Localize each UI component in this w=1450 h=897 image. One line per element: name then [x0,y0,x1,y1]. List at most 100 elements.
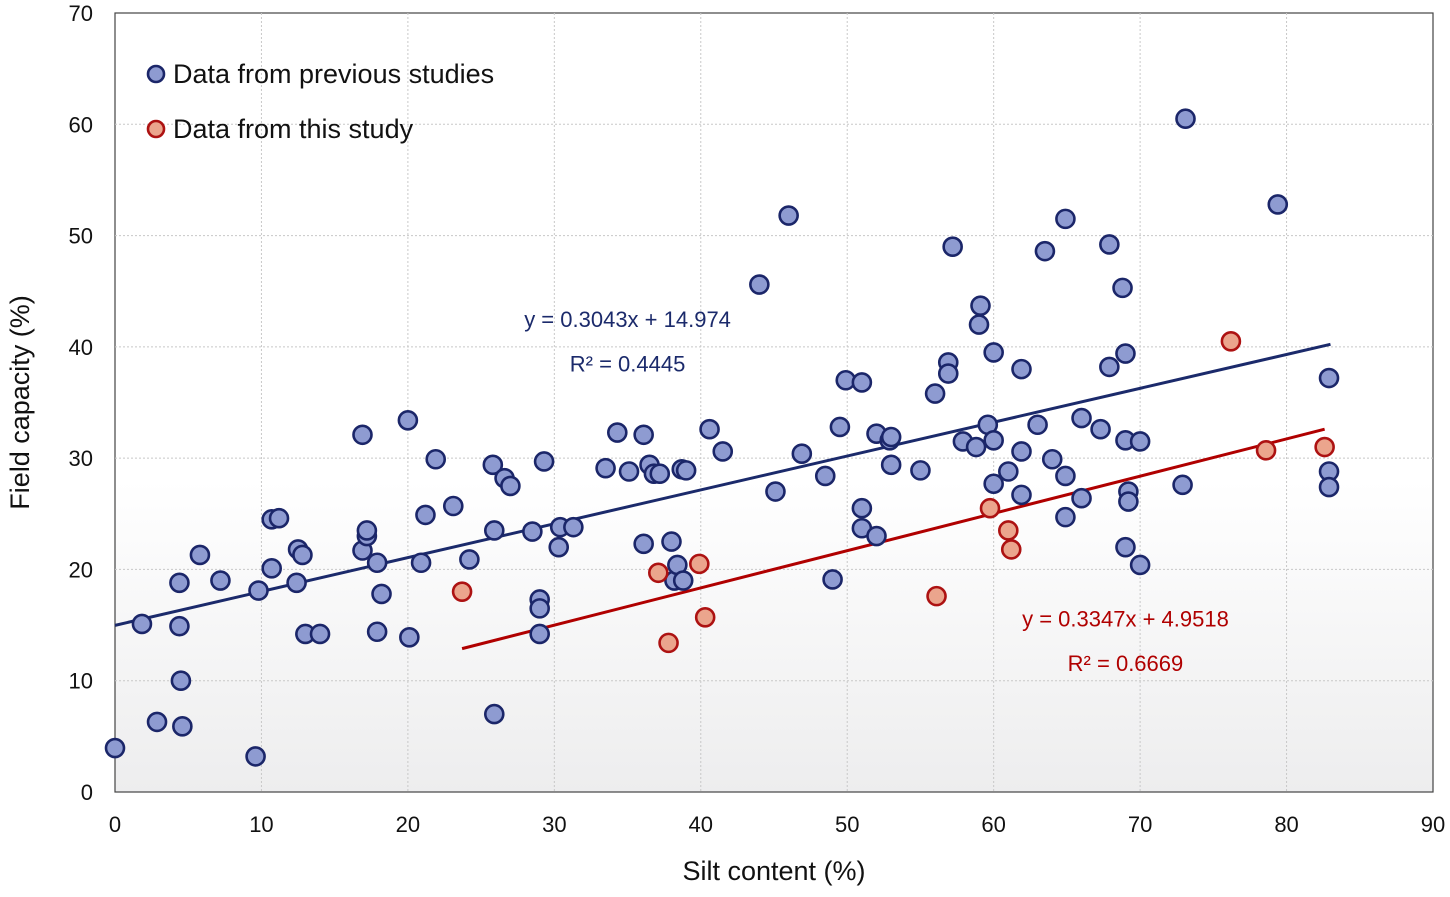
x-tick-label: 80 [1274,812,1298,837]
data-point-previous-studies [483,520,505,541]
data-point-previous-studies [661,531,682,552]
x-tick-label: 70 [1128,812,1152,837]
data-point-previous-studies [172,716,193,737]
data-point-previous-studies [1027,414,1048,436]
x-tick-label: 60 [981,812,1005,837]
data-point-previous-studies [712,441,734,462]
data-point-previous-studies [937,363,959,384]
data-point-previous-studies [292,544,313,566]
data-point-previous-studies [1172,474,1193,496]
data-point-previous-studies [880,426,902,448]
data-point-previous-studies [352,424,373,446]
data-point-previous-studies [366,552,388,574]
data-point-previous-studies [970,295,991,316]
r-squared-label: R² = 0.6669 [1068,651,1184,676]
data-point-this-study [451,581,473,602]
data-point-previous-studies [1118,491,1139,512]
data-point-previous-studies [522,521,543,542]
x-tick-label: 40 [689,812,713,837]
data-point-previous-studies [1041,448,1063,470]
data-point-previous-studies [983,430,1004,451]
data-point-this-study [1000,539,1022,560]
data-point-previous-studies [1055,208,1076,230]
y-axis-label: Field capacity (%) [5,295,35,510]
y-tick-label: 60 [69,112,93,137]
data-point-previous-studies [998,461,1019,482]
data-point-previous-studies [633,533,654,555]
data-point-this-study [979,497,1001,519]
data-point-previous-studies [968,314,990,335]
data-point-this-study [1220,330,1242,352]
data-point-previous-studies [699,418,720,440]
legend-entry: Data from previous studies [173,59,494,89]
data-point-previous-studies [482,454,504,476]
data-point-previous-studies [189,544,211,566]
data-point-previous-studies [814,465,836,487]
data-point-this-study [658,632,679,654]
data-point-previous-studies [533,451,555,472]
data-point-previous-studies [1011,484,1032,506]
data-point-previous-studies [170,670,192,692]
data-point-previous-studies [397,410,419,431]
data-point-previous-studies [169,572,190,594]
data-point-previous-studies [548,536,570,558]
data-point-previous-studies [965,436,987,458]
data-point-previous-studies [500,475,521,497]
data-point-previous-studies [261,558,282,579]
data-point-previous-studies [1090,418,1111,440]
data-point-previous-studies [822,569,843,590]
data-point-previous-studies [410,552,432,574]
y-tick-label: 30 [69,446,93,471]
data-point-this-study [694,606,716,628]
trendline-this-study [461,427,1326,651]
y-tick-label: 50 [69,224,93,249]
data-point-previous-studies [146,711,168,733]
data-point-previous-studies [1055,506,1076,528]
data-point-previous-studies [942,236,963,257]
data-point-previous-studies [791,443,813,464]
data-point-previous-studies [371,583,392,605]
data-point-previous-studies [633,424,654,446]
data-point-previous-studies [1034,240,1056,262]
data-point-previous-studies [169,615,190,637]
data-point-previous-studies [765,481,786,502]
data-point-previous-studies [104,737,126,759]
data-point-previous-studies [1115,536,1136,558]
trendline-equation: y = 0.3043x + 14.974 [524,307,731,332]
x-axis-label: Silt content (%) [682,856,865,886]
data-point-previous-studies [483,703,505,725]
x-tick-label: 30 [542,812,566,837]
data-point-previous-studies [425,448,447,470]
data-point-previous-studies [366,621,388,643]
data-point-previous-studies [309,623,331,645]
x-tick-label: 50 [835,812,859,837]
data-point-previous-studies [1112,277,1133,299]
legend-marker [146,119,166,139]
data-point-previous-studies [749,274,770,295]
data-point-previous-studies [924,383,946,404]
data-point-previous-studies [983,473,1004,495]
data-point-previous-studies [595,457,616,479]
data-point-previous-studies [1011,358,1032,380]
data-point-previous-studies [399,627,420,648]
data-point-previous-studies [442,495,464,517]
plot-area [114,12,1434,793]
data-point-previous-studies [1318,367,1340,389]
data-point-previous-studies [131,613,153,635]
data-point-previous-studies [1071,487,1092,509]
data-point-previous-studies [1129,431,1151,452]
data-point-previous-studies [415,504,436,526]
data-point-previous-studies [563,516,584,538]
data-point-previous-studies [356,520,378,541]
data-point-previous-studies [866,525,887,547]
trendline-equation: y = 0.3347x + 4.9518 [1022,606,1229,631]
data-point-previous-studies [210,570,231,591]
data-point-previous-studies [245,746,266,767]
data-point-previous-studies [1267,194,1289,215]
data-point-previous-studies [1099,234,1120,255]
data-point-this-study [689,553,710,575]
data-point-previous-studies [286,572,307,594]
data-point-previous-studies [1175,108,1196,130]
data-point-previous-studies [672,570,694,591]
